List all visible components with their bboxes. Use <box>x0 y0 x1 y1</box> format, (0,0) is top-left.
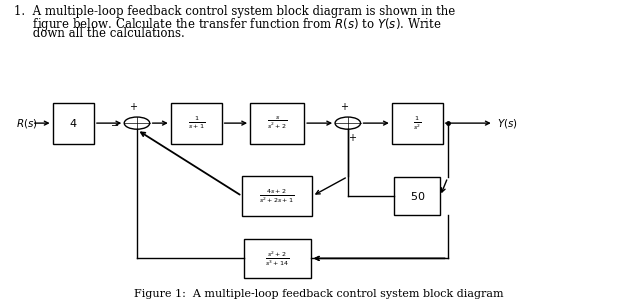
Text: figure below. Calculate the transfer function from $R(s)$ to $Y(s)$. Write: figure below. Calculate the transfer fun… <box>14 16 441 33</box>
Text: $\frac{1}{s^2}$: $\frac{1}{s^2}$ <box>413 114 422 132</box>
FancyBboxPatch shape <box>392 103 443 144</box>
Text: $-$: $-$ <box>110 119 119 129</box>
Text: $\frac{4s+2}{s^2+2s+1}$: $\frac{4s+2}{s^2+2s+1}$ <box>259 187 295 205</box>
FancyBboxPatch shape <box>52 103 94 144</box>
FancyBboxPatch shape <box>394 177 440 215</box>
Text: $\frac{s}{s^2+2}$: $\frac{s}{s^2+2}$ <box>267 115 287 131</box>
Text: 1.  A multiple-loop feedback control system block diagram is shown in the: 1. A multiple-loop feedback control syst… <box>14 5 455 18</box>
FancyBboxPatch shape <box>242 176 312 216</box>
Text: $Y(s)$: $Y(s)$ <box>497 117 518 130</box>
Text: +: + <box>348 133 355 143</box>
Text: $50$: $50$ <box>410 190 425 202</box>
Text: +: + <box>129 102 137 112</box>
Text: +: + <box>340 102 348 112</box>
Text: $\frac{s^2+2}{s^3+14}$: $\frac{s^2+2}{s^3+14}$ <box>265 249 289 268</box>
Text: down all the calculations.: down all the calculations. <box>14 27 185 40</box>
Text: Figure 1:  A multiple-loop feedback control system block diagram: Figure 1: A multiple-loop feedback contr… <box>134 288 503 299</box>
FancyBboxPatch shape <box>171 103 222 144</box>
Text: $4$: $4$ <box>69 117 78 129</box>
Text: $\frac{1}{s+1}$: $\frac{1}{s+1}$ <box>188 115 204 131</box>
Circle shape <box>335 117 361 129</box>
Circle shape <box>124 117 150 129</box>
FancyBboxPatch shape <box>243 239 311 278</box>
FancyBboxPatch shape <box>250 103 304 144</box>
Text: $R(s)$: $R(s)$ <box>16 117 38 130</box>
